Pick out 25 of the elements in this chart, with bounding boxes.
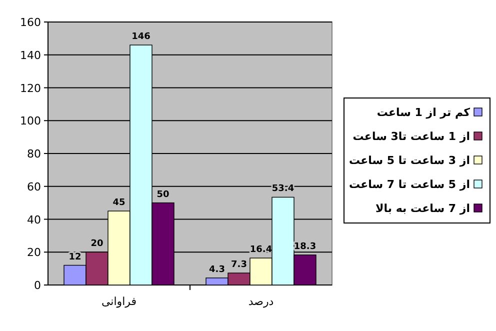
data-label: 20 <box>90 239 104 250</box>
data-label: 4.3 <box>209 264 225 275</box>
data-label: 18.3 <box>294 242 316 252</box>
data-label: 50 <box>156 190 170 200</box>
data-label: 146 <box>132 32 150 42</box>
y-tick-label: 120 <box>20 82 41 95</box>
y-tick-label: 0 <box>34 279 41 292</box>
data-label: 12 <box>68 252 82 262</box>
legend-label: از 5 ساعت تا 7 ساعت <box>348 178 470 191</box>
x-tick-label: فراوانی <box>102 295 136 308</box>
x-tick-label: درصد <box>248 295 274 308</box>
y-tick-label: 100 <box>20 114 41 128</box>
legend-label: از 1 ساعت تا3 ساعت <box>352 130 470 143</box>
legend-label: از 3 ساعت تا 5 ساعت <box>348 154 470 167</box>
data-label: 45 <box>112 198 126 208</box>
y-tick-label: 160 <box>20 16 41 29</box>
legend-label: کم تر از 1 ساعت <box>376 106 471 119</box>
y-tick-label: 60 <box>27 180 41 194</box>
y-tick-label: 140 <box>20 48 41 62</box>
data-label: 53.4 <box>272 184 294 194</box>
y-tick-label: 40 <box>27 213 41 226</box>
data-label: 7.3 <box>231 260 247 270</box>
y-tick-label: 80 <box>27 148 41 160</box>
legend-label: از 7 ساعت به بالا <box>376 202 470 215</box>
y-tick-label: 20 <box>27 246 41 260</box>
